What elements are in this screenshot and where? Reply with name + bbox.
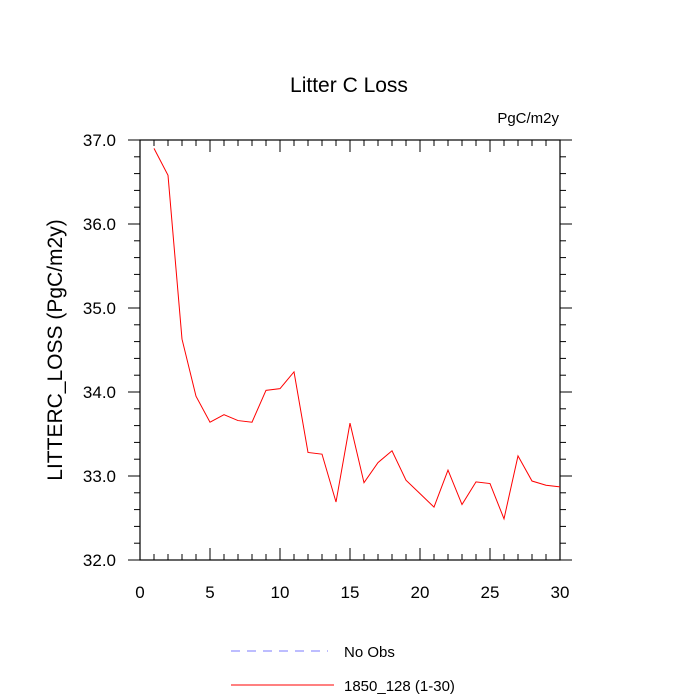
units-label: PgC/m2y <box>497 110 559 127</box>
y-tick-label: 36.0 <box>83 215 116 234</box>
x-tick-label: 25 <box>481 583 500 602</box>
y-tick-label: 32.0 <box>83 551 116 570</box>
y-axis-label: LITTERC_LOSS (PgC/m2y) <box>44 219 67 480</box>
x-tick-label: 30 <box>551 583 570 602</box>
legend-label: No Obs <box>344 644 395 661</box>
y-tick-label: 34.0 <box>83 383 116 402</box>
chart-title: Litter C Loss <box>290 74 408 97</box>
x-tick-label: 20 <box>411 583 430 602</box>
x-tick-label: 10 <box>271 583 290 602</box>
legend: No Obs 1850_128 (1-30) <box>231 644 455 695</box>
series-line <box>153 148 561 521</box>
y-tick-label: 33.0 <box>83 467 116 486</box>
y-tick-label: 37.0 <box>83 131 116 150</box>
plot-area: 0 5 10 15 20 25 30 32.0 33.0 34.0 35.0 36.0 37.0 <box>83 131 572 602</box>
plot-frame <box>139 139 561 561</box>
legend-label: 1850_128 (1-30) <box>344 678 455 695</box>
x-tick-label: 5 <box>205 583 214 602</box>
x-tick-label: 0 <box>135 583 144 602</box>
x-tick-label: 15 <box>341 583 360 602</box>
y-tick-label: 35.0 <box>83 299 116 318</box>
